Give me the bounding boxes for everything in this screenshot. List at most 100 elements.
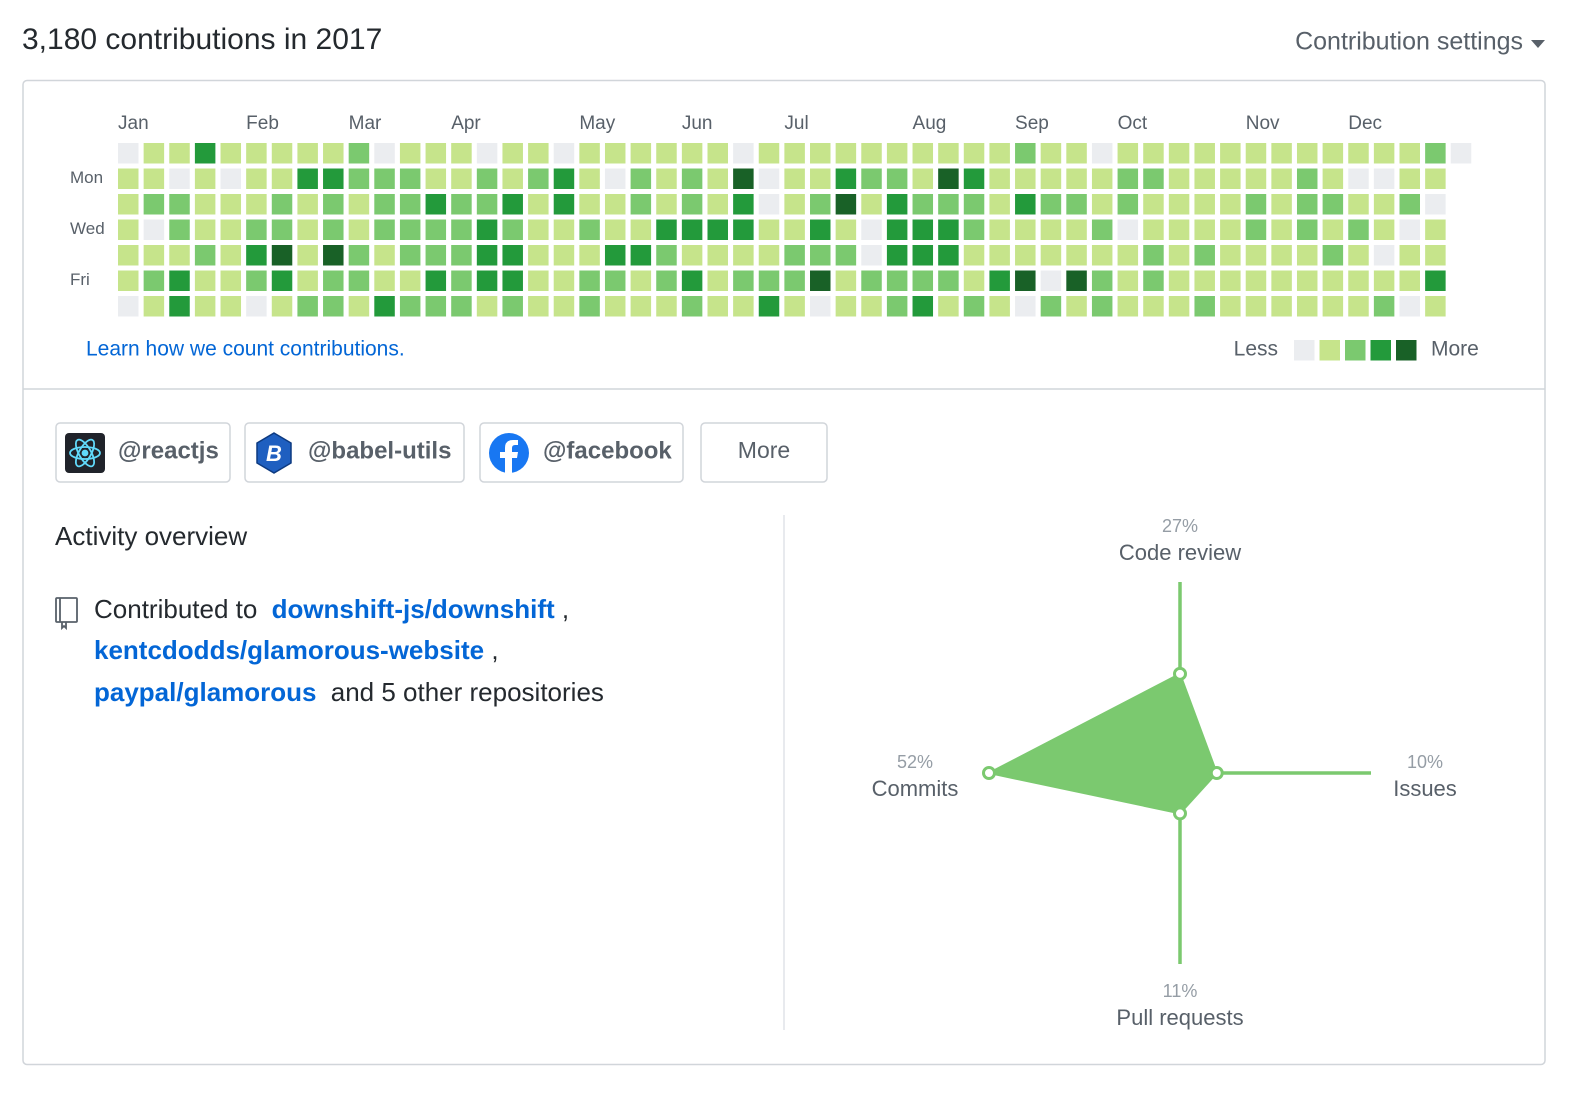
day-cell bbox=[169, 245, 190, 266]
day-cell bbox=[194, 219, 216, 240]
day-cell bbox=[604, 194, 626, 215]
day-cell bbox=[733, 245, 754, 266]
day-cell bbox=[886, 296, 908, 317]
day-cell bbox=[246, 219, 267, 240]
day-cell bbox=[989, 143, 1010, 164]
day-cell bbox=[963, 194, 985, 215]
org-button[interactable] bbox=[244, 422, 465, 483]
day-cell bbox=[1373, 168, 1395, 189]
day-cell bbox=[1091, 168, 1113, 189]
day-cell bbox=[399, 270, 421, 291]
day-cell bbox=[1194, 296, 1215, 317]
repo-link[interactable]: paypal/glamorous bbox=[94, 677, 317, 707]
day-cell bbox=[784, 219, 805, 240]
day-cell bbox=[1348, 168, 1369, 189]
activity-title: Activity overview bbox=[55, 521, 247, 551]
day-cell bbox=[1091, 219, 1113, 240]
day-cell bbox=[1425, 194, 1446, 215]
day-cell bbox=[220, 143, 242, 164]
day-cell bbox=[630, 219, 652, 240]
day-cell bbox=[835, 194, 857, 215]
day-cell bbox=[1399, 219, 1420, 240]
day-cell bbox=[1168, 143, 1190, 164]
org-name[interactable]: @babel-utils bbox=[308, 437, 451, 464]
day-cell bbox=[656, 245, 677, 266]
day-cell bbox=[528, 194, 549, 215]
day-cell bbox=[861, 194, 882, 215]
dropdown-caret[interactable] bbox=[1531, 40, 1545, 48]
day-cell bbox=[118, 168, 139, 189]
day-cell bbox=[912, 168, 934, 189]
day-cell bbox=[271, 143, 293, 164]
repo-link[interactable]: kentcdodds/glamorous-website bbox=[94, 635, 484, 665]
day-cell bbox=[374, 168, 395, 189]
settings-menu[interactable]: Contribution settings bbox=[1295, 28, 1523, 56]
day-cell bbox=[1322, 143, 1344, 164]
repo-link[interactable]: downshift-js/downshift bbox=[272, 594, 555, 624]
day-cell bbox=[399, 194, 421, 215]
day-cell bbox=[579, 270, 600, 291]
day-cell bbox=[1040, 219, 1062, 240]
day-cell bbox=[476, 296, 498, 317]
day-cell bbox=[425, 270, 447, 291]
day-cell bbox=[118, 296, 139, 317]
day-label: Fri bbox=[70, 270, 90, 289]
day-cell bbox=[1399, 143, 1420, 164]
month-label: Nov bbox=[1246, 113, 1280, 134]
learn-link[interactable]: Learn how we count contributions. bbox=[86, 338, 405, 361]
day-cell bbox=[1296, 296, 1318, 317]
org-name[interactable]: @facebook bbox=[543, 437, 672, 464]
day-cell bbox=[528, 168, 549, 189]
org-button[interactable] bbox=[479, 422, 684, 483]
day-cell bbox=[1245, 219, 1267, 240]
day-cell bbox=[297, 296, 318, 317]
day-cell bbox=[374, 270, 395, 291]
day-cell bbox=[810, 270, 831, 291]
day-cell bbox=[502, 245, 523, 266]
day-cell bbox=[707, 245, 728, 266]
day-cell bbox=[886, 168, 908, 189]
day-cell bbox=[784, 168, 805, 189]
day-cell bbox=[271, 194, 293, 215]
day-cell bbox=[528, 245, 549, 266]
day-cell bbox=[246, 245, 267, 266]
day-cell bbox=[1091, 194, 1113, 215]
day-cell bbox=[810, 194, 831, 215]
day-cell bbox=[681, 194, 703, 215]
day-cell bbox=[1091, 245, 1113, 266]
day-cell bbox=[271, 296, 293, 317]
day-cell bbox=[758, 245, 780, 266]
day-cell bbox=[271, 219, 293, 240]
day-cell bbox=[707, 219, 728, 240]
day-cell bbox=[1348, 270, 1369, 291]
day-cell bbox=[323, 194, 344, 215]
day-cell bbox=[912, 143, 934, 164]
day-cell bbox=[348, 168, 370, 189]
org-name[interactable]: @reactjs bbox=[118, 437, 219, 464]
day-cell bbox=[1040, 296, 1062, 317]
month-label: Dec bbox=[1348, 113, 1382, 134]
day-cell bbox=[143, 219, 165, 240]
day-cell bbox=[810, 219, 831, 240]
day-cell bbox=[1040, 270, 1062, 291]
day-cell bbox=[1015, 219, 1036, 240]
day-cell bbox=[938, 219, 959, 240]
day-cell bbox=[118, 219, 139, 240]
day-cell bbox=[784, 194, 805, 215]
more-button[interactable] bbox=[700, 422, 828, 483]
day-cell bbox=[1143, 245, 1164, 266]
month-label: Sep bbox=[1015, 113, 1049, 134]
day-cell bbox=[861, 168, 882, 189]
more-button-label[interactable]: More bbox=[738, 437, 790, 463]
day-cell bbox=[912, 296, 934, 317]
day-cell bbox=[553, 219, 575, 240]
day-cell bbox=[169, 143, 190, 164]
day-cell bbox=[938, 194, 959, 215]
day-cell bbox=[1245, 245, 1267, 266]
day-cell bbox=[604, 270, 626, 291]
day-cell bbox=[835, 245, 857, 266]
day-cell bbox=[707, 270, 728, 291]
day-cell bbox=[707, 143, 728, 164]
